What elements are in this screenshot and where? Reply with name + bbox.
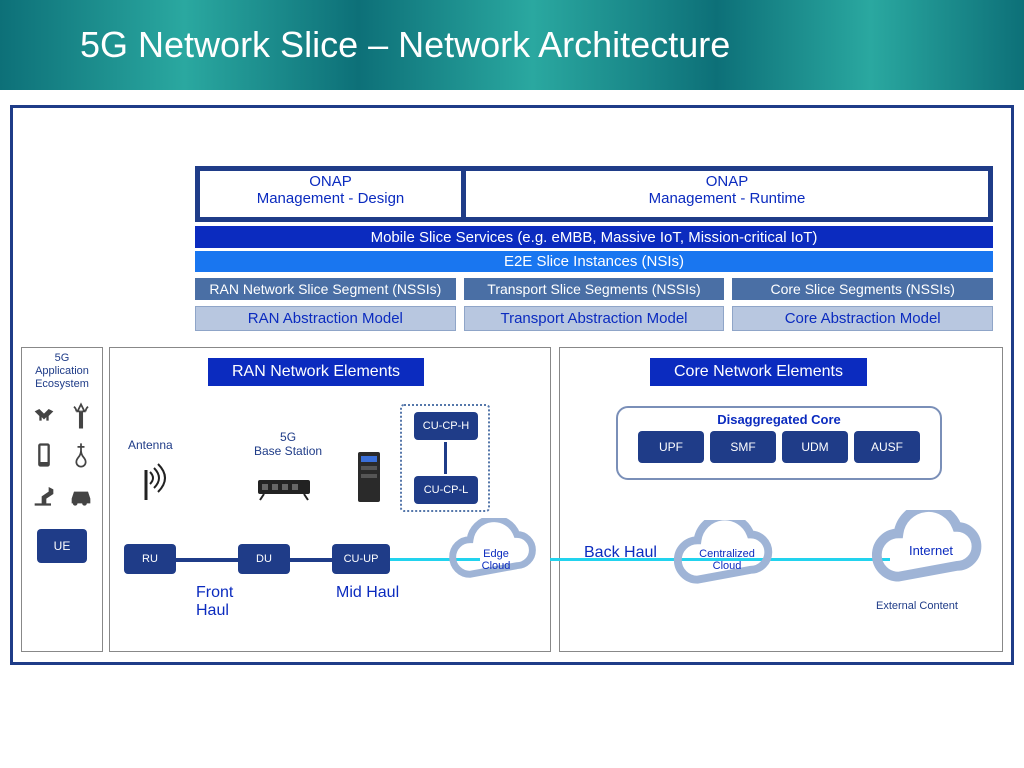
node-du: DU: [238, 544, 290, 574]
onap-runtime-l2: Management - Runtime: [466, 190, 988, 207]
bar-e2e-slice-instances: E2E Slice Instances (NSIs): [195, 251, 993, 272]
abstraction-row: RAN Abstraction Model Transport Abstract…: [195, 306, 993, 331]
base-station-icon: [254, 466, 314, 507]
server-icon: [354, 448, 384, 511]
antenna-label: Antenna: [128, 438, 173, 452]
ecosystem-panel: 5G Application Ecosystem UE: [21, 347, 103, 652]
edge-cloud: EdgeCloud: [444, 518, 548, 596]
external-content-label: External Content: [876, 600, 958, 613]
core-panel-title: Core Network Elements: [650, 358, 867, 386]
internet-cloud: Internet: [866, 510, 996, 600]
robot-icon: [28, 480, 59, 513]
onap-design-l1: ONAP: [200, 173, 461, 190]
cu-cp-link: [444, 442, 447, 474]
onap-design-l2: Management - Design: [200, 190, 461, 207]
disagg-row: UPF SMF UDM AUSF: [618, 431, 940, 463]
nf-upf: UPF: [638, 431, 704, 463]
node-ru: RU: [124, 544, 176, 574]
core-panel: Core Network Elements Disaggregated Core…: [559, 347, 1003, 652]
phone-icon: [28, 441, 59, 474]
bar-mobile-slice-services: Mobile Slice Services (e.g. eMBB, Massiv…: [195, 226, 993, 248]
abstraction-transport: Transport Abstraction Model: [464, 306, 725, 331]
internet-label: Internet: [866, 544, 996, 558]
segment-core: Core Slice Segments (NSSIs): [732, 278, 993, 300]
medical-icon: [65, 441, 96, 474]
slide-header: 5G Network Slice – Network Architecture: [0, 0, 1024, 90]
centralized-cloud-label: CentralizedCloud: [699, 548, 755, 572]
node-cu-cp-l: CU-CP-L: [414, 476, 478, 504]
cu-cp-group: CU-CP-H CU-CP-L: [400, 404, 490, 512]
segment-transport: Transport Slice Segments (NSSIs): [464, 278, 725, 300]
tower-icon: [65, 402, 96, 435]
eco-label: 5G Application Ecosystem: [22, 348, 102, 396]
abstraction-core: Core Abstraction Model: [732, 306, 993, 331]
eco-icon-grid: [22, 396, 102, 519]
nf-smf: SMF: [710, 431, 776, 463]
car-icon: [65, 480, 96, 513]
centralized-cloud: CentralizedCloud: [668, 520, 786, 600]
slide-title: 5G Network Slice – Network Architecture: [80, 24, 730, 66]
nf-ausf: AUSF: [854, 431, 920, 463]
disaggregated-core: Disaggregated Core UPF SMF UDM AUSF: [616, 406, 942, 480]
onap-design-box: ONAP Management - Design: [200, 171, 466, 217]
node-cu-up: CU-UP: [332, 544, 390, 574]
segment-row: RAN Network Slice Segment (NSSIs) Transp…: [195, 278, 993, 300]
onap-runtime-box: ONAP Management - Runtime: [466, 171, 988, 217]
ran-panel-title: RAN Network Elements: [208, 358, 424, 386]
diagram-frame: ONAP Management - Design ONAP Management…: [10, 105, 1014, 665]
node-cu-cp-h: CU-CP-H: [414, 412, 478, 440]
front-haul-label: FrontHaul: [196, 584, 233, 620]
ue-node: UE: [37, 529, 87, 563]
abstraction-ran: RAN Abstraction Model: [195, 306, 456, 331]
back-haul-label: Back Haul: [584, 544, 657, 562]
segment-ran: RAN Network Slice Segment (NSSIs): [195, 278, 456, 300]
onap-row: ONAP Management - Design ONAP Management…: [195, 166, 993, 222]
bs-label: 5GBase Station: [254, 430, 322, 459]
onap-runtime-l1: ONAP: [466, 173, 988, 190]
edge-cloud-label: EdgeCloud: [482, 548, 511, 572]
mid-haul-label: Mid Haul: [336, 584, 399, 602]
antenna-icon: [138, 460, 172, 513]
drone-icon: [28, 402, 59, 435]
ran-panel: RAN Network Elements Antenna 5GBase Stat…: [109, 347, 551, 652]
disagg-title: Disaggregated Core: [618, 412, 940, 427]
nf-udm: UDM: [782, 431, 848, 463]
